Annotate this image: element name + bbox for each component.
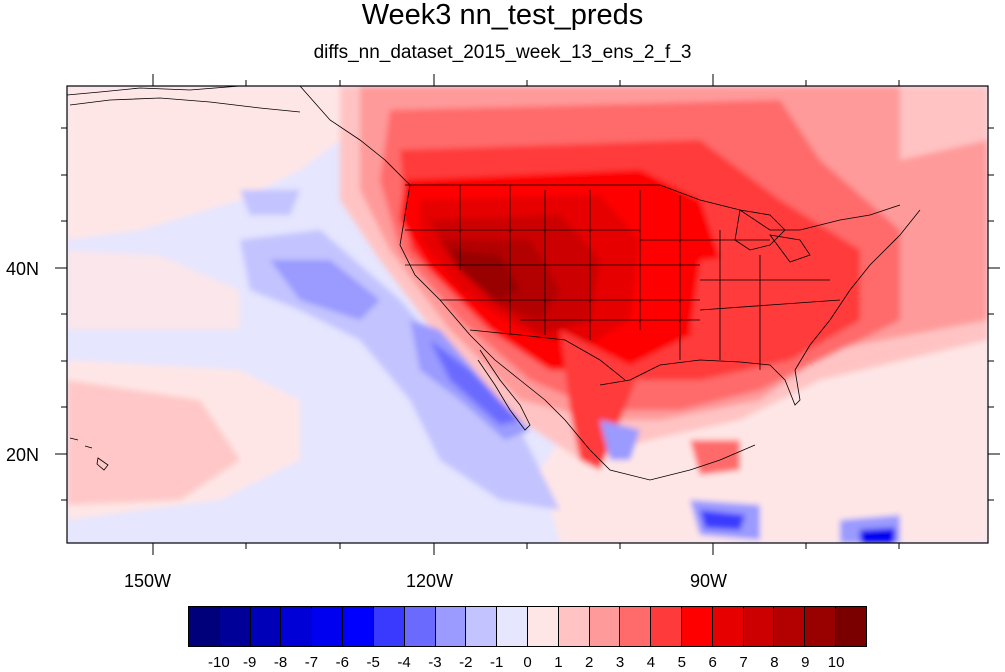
colorbar-label: 8: [770, 654, 779, 671]
colorbar-label: -9: [243, 654, 257, 671]
colorbar-swatch: [712, 607, 744, 646]
colorbar-swatch: [620, 607, 652, 646]
tick-marks: [55, 74, 1000, 555]
colorbar-label: -5: [366, 654, 380, 671]
colorbar-swatch: [312, 607, 344, 646]
colorbar-label: 5: [677, 654, 686, 671]
colorbar-label: 1: [554, 654, 563, 671]
colorbar-label: 6: [708, 654, 717, 671]
colorbar-swatch: [219, 607, 251, 646]
colorbar-swatch: [682, 607, 713, 646]
colorbar-swatch: [189, 607, 220, 646]
colorbar-label: 10: [827, 654, 845, 671]
colorbar-swatch: [836, 607, 866, 646]
colorbar-label: 0: [523, 654, 532, 671]
colorbar-label: -2: [459, 654, 473, 671]
colorbar-label: 2: [585, 654, 594, 671]
colorbar-label: 3: [615, 654, 625, 671]
temperature-difference-field: [67, 86, 988, 543]
colorbar-swatch: [743, 607, 775, 646]
lat-label-40n: 40N: [6, 259, 40, 279]
colorbar-label: -7: [304, 654, 319, 671]
country-borders: [67, 86, 921, 481]
colorbar-swatch: [373, 607, 405, 646]
colorbar-swatch: [497, 607, 528, 646]
colorbar-label: 7: [739, 654, 748, 671]
colorbar: [188, 606, 867, 647]
colorbar-label: 9: [801, 654, 810, 671]
lon-label-90w: 90W: [690, 571, 728, 591]
colorbar-swatch: [281, 607, 313, 646]
lon-label-120w: 120W: [406, 571, 454, 591]
lon-label-150w: 150W: [124, 571, 172, 591]
colorbar-label: -3: [428, 654, 442, 671]
colorbar-swatch: [527, 607, 559, 646]
colorbar-swatch: [250, 607, 282, 646]
map-subtitle: diffs_nn_dataset_2015_week_13_ens_2_f_3: [313, 42, 692, 63]
colorbar-label: -1: [489, 654, 504, 671]
colorbar-swatch: [651, 607, 682, 646]
colorbar-swatch: [343, 607, 374, 646]
colorbar-label: -10: [208, 654, 230, 671]
map-title: Week3 nn_test_preds: [361, 0, 644, 31]
lat-label-20n: 20N: [6, 445, 40, 465]
colorbar-swatch: [805, 607, 837, 646]
colorbar-swatch: [404, 607, 436, 646]
colorbar-swatch: [558, 607, 590, 646]
colorbar-swatch: [435, 607, 467, 646]
colorbar-label: -8: [273, 654, 288, 671]
colorbar-label: 4: [646, 654, 656, 671]
colorbar-swatch: [589, 607, 621, 646]
colorbar-label: -6: [335, 654, 349, 671]
colorbar-label: -4: [397, 654, 411, 671]
colorbar-swatch: [774, 607, 806, 646]
colorbar-swatch: [466, 607, 498, 646]
